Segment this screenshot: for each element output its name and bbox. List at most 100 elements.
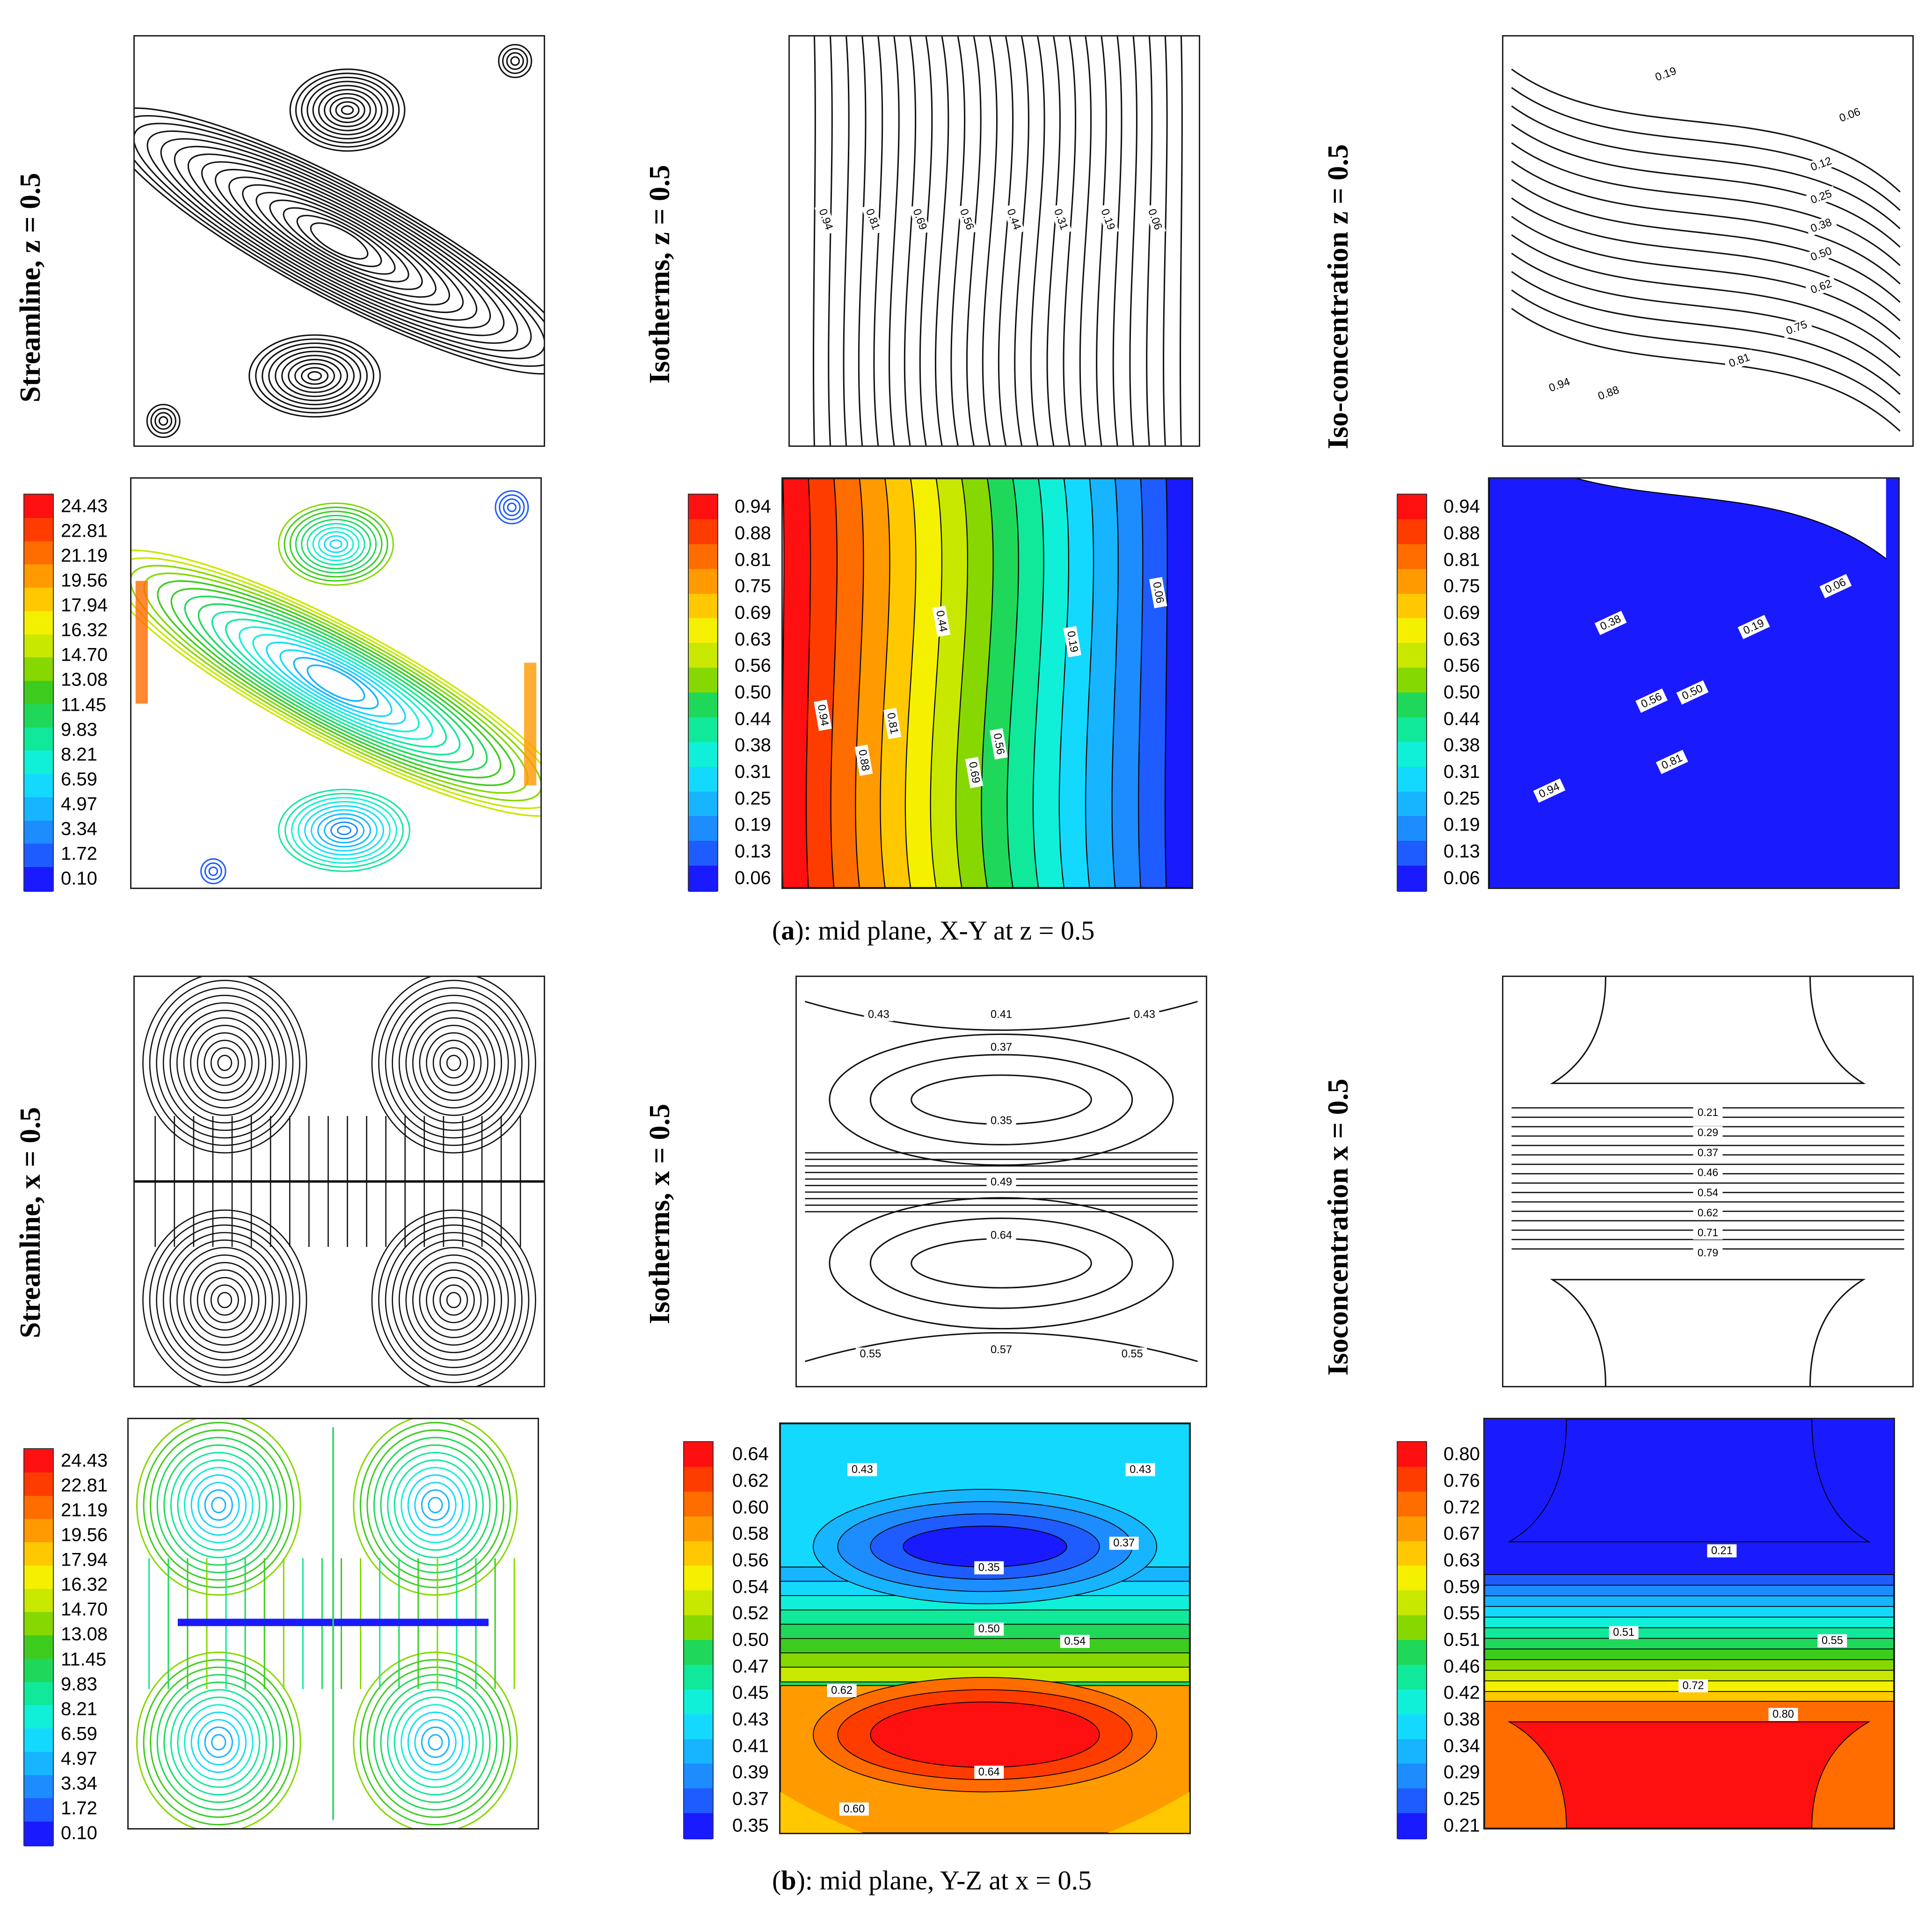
streamline-loop xyxy=(421,1726,450,1758)
colorbar-tick-label: 0.19 xyxy=(1444,814,1480,835)
isotherm-line xyxy=(889,36,900,445)
isotherm-label: 0.64 xyxy=(978,1766,1000,1778)
streamline xyxy=(135,123,544,359)
colorbar-swatch xyxy=(24,657,53,682)
streamline-loop xyxy=(177,1459,261,1551)
colorbar-swatch xyxy=(24,1822,53,1846)
streamline-loop xyxy=(407,1474,464,1536)
isotherm-label-bg xyxy=(839,1802,869,1816)
isoconc-label-bg xyxy=(1655,750,1688,774)
a-bw-isotherms-svg: 0.94 0.81 0.69 0.56 0.44 0.31 0.19 0.06 xyxy=(813,36,1183,445)
streamline-vortex xyxy=(278,502,394,586)
b-streamline-colorbar xyxy=(23,1448,54,1846)
caption-a-open: ( xyxy=(772,915,781,946)
colorbar-swatch xyxy=(689,544,717,570)
streamline-loop xyxy=(176,1010,273,1116)
isoconc-label-bg xyxy=(1805,276,1837,299)
streamline-loop xyxy=(183,1466,254,1544)
colorbar-swatch xyxy=(24,1775,53,1800)
colorbar-swatch xyxy=(24,1589,53,1613)
a-temperature-colorbar xyxy=(688,494,718,892)
colorbar-swatch xyxy=(24,564,53,589)
b-color-isoconc-panel: 0.21 0.51 0.55 0.72 0.80 xyxy=(1483,1418,1895,1830)
isotherm-line xyxy=(1179,36,1183,445)
colorbar-swatch xyxy=(1398,1664,1426,1691)
streamline-loop xyxy=(169,1002,280,1124)
colorbar-swatch xyxy=(1398,495,1426,521)
b-streamline-colorbar-labels: 24.43 22.81 21.19 19.56 17.94 16.32 14.70 13.08… xyxy=(61,1448,131,1846)
isoconc-label: 0.29 xyxy=(1698,1126,1718,1138)
colorbar-swatch xyxy=(1398,791,1426,817)
colorbar-tick-label: 0.69 xyxy=(1444,602,1480,623)
isoconc-label-bg xyxy=(1723,349,1756,372)
isotherm-line xyxy=(1046,36,1061,445)
isotherm-label: 0.41 xyxy=(991,1008,1012,1020)
colorbar-tick-label: 0.75 xyxy=(1444,576,1480,597)
streamline xyxy=(239,626,433,740)
colorbar-tick-label: 0.94 xyxy=(735,496,771,517)
streamline xyxy=(135,107,544,375)
colorbar-swatch xyxy=(689,791,717,817)
colorbar-swatch xyxy=(1398,1566,1426,1592)
streamline-vortex xyxy=(323,817,365,844)
colorbar-tick-label: 0.52 xyxy=(732,1603,769,1624)
streamline-loop xyxy=(428,1496,443,1514)
isotherm-label-bg xyxy=(974,1622,1004,1636)
colorbar-tick-label: 0.55 xyxy=(1444,1603,1480,1624)
isotherm-label: 0.56 xyxy=(958,207,977,232)
streamline-loop xyxy=(380,1444,491,1566)
colorbar-tick-label: 0.76 xyxy=(1444,1470,1480,1491)
streamline-loop xyxy=(405,1247,502,1353)
streamline-loop xyxy=(156,1224,294,1376)
isoconc-label: 0.54 xyxy=(1698,1186,1718,1198)
isoconc-label-bg xyxy=(1834,104,1866,127)
colorbar-swatch xyxy=(24,867,53,892)
streamline-loop xyxy=(414,1719,457,1766)
isotherm-label-bg xyxy=(1060,1634,1090,1648)
colorbar-swatch xyxy=(1398,1714,1426,1741)
colorbar-swatch xyxy=(1398,1590,1426,1617)
streamline-loop xyxy=(149,979,300,1146)
streamline-loop xyxy=(373,1436,498,1574)
colorbar-swatch xyxy=(684,1615,713,1641)
streamline-vortex xyxy=(306,80,388,140)
isotherm-band xyxy=(1164,479,1192,888)
colorbar-tick-label: 0.51 xyxy=(1444,1629,1480,1650)
streamline xyxy=(306,664,365,702)
colorbar-tick-label: 0.60 xyxy=(732,1497,769,1518)
streamline-loop xyxy=(446,1055,461,1071)
colorbar-swatch xyxy=(24,1682,53,1706)
corner-band xyxy=(1108,1792,1189,1833)
isotherm-line xyxy=(1079,36,1092,445)
streamline-loop xyxy=(190,1474,247,1536)
streamline-loop xyxy=(211,1734,226,1751)
streamline-loop xyxy=(398,1239,509,1361)
isotherm-loop xyxy=(869,1217,1133,1309)
streamline-loop xyxy=(170,1451,267,1559)
streamline-loop xyxy=(204,1277,246,1323)
colorbar-tick-label: 0.50 xyxy=(1444,682,1480,703)
colorbar-tick-label: 21.19 xyxy=(61,545,108,566)
isoconc-label-bg xyxy=(1676,680,1709,705)
colorbar-tick-label: 6.59 xyxy=(61,1723,97,1744)
colorbar-swatch xyxy=(24,1705,53,1730)
colorbar-tick-label: 0.21 xyxy=(1444,1815,1480,1836)
streamline xyxy=(211,611,461,756)
colorbar-tick-label: 19.56 xyxy=(61,1524,108,1545)
isoconc-label: 0.88 xyxy=(1596,384,1620,402)
streamline-vortex xyxy=(301,367,329,385)
colorbar-swatch xyxy=(684,1590,713,1617)
streamline-vortex xyxy=(307,371,322,381)
colorbar-tick-label: 0.62 xyxy=(732,1470,769,1491)
colorbar-swatch xyxy=(689,742,717,768)
isotherm-label-bg xyxy=(986,1175,1016,1189)
colorbar-tick-label: 0.25 xyxy=(1444,1788,1480,1809)
isotherm-label-bg xyxy=(1125,1463,1155,1476)
streamline-loop xyxy=(142,977,307,1154)
streamline-loop xyxy=(169,1239,280,1361)
streamline-loop xyxy=(419,1025,488,1101)
caption-b: (b): mid plane, Y-Z at x = 0.5 xyxy=(772,1865,1092,1896)
colorbar-swatch xyxy=(24,1542,53,1567)
isotherm-label-bg xyxy=(965,757,984,788)
streamline-vortex xyxy=(323,535,349,553)
